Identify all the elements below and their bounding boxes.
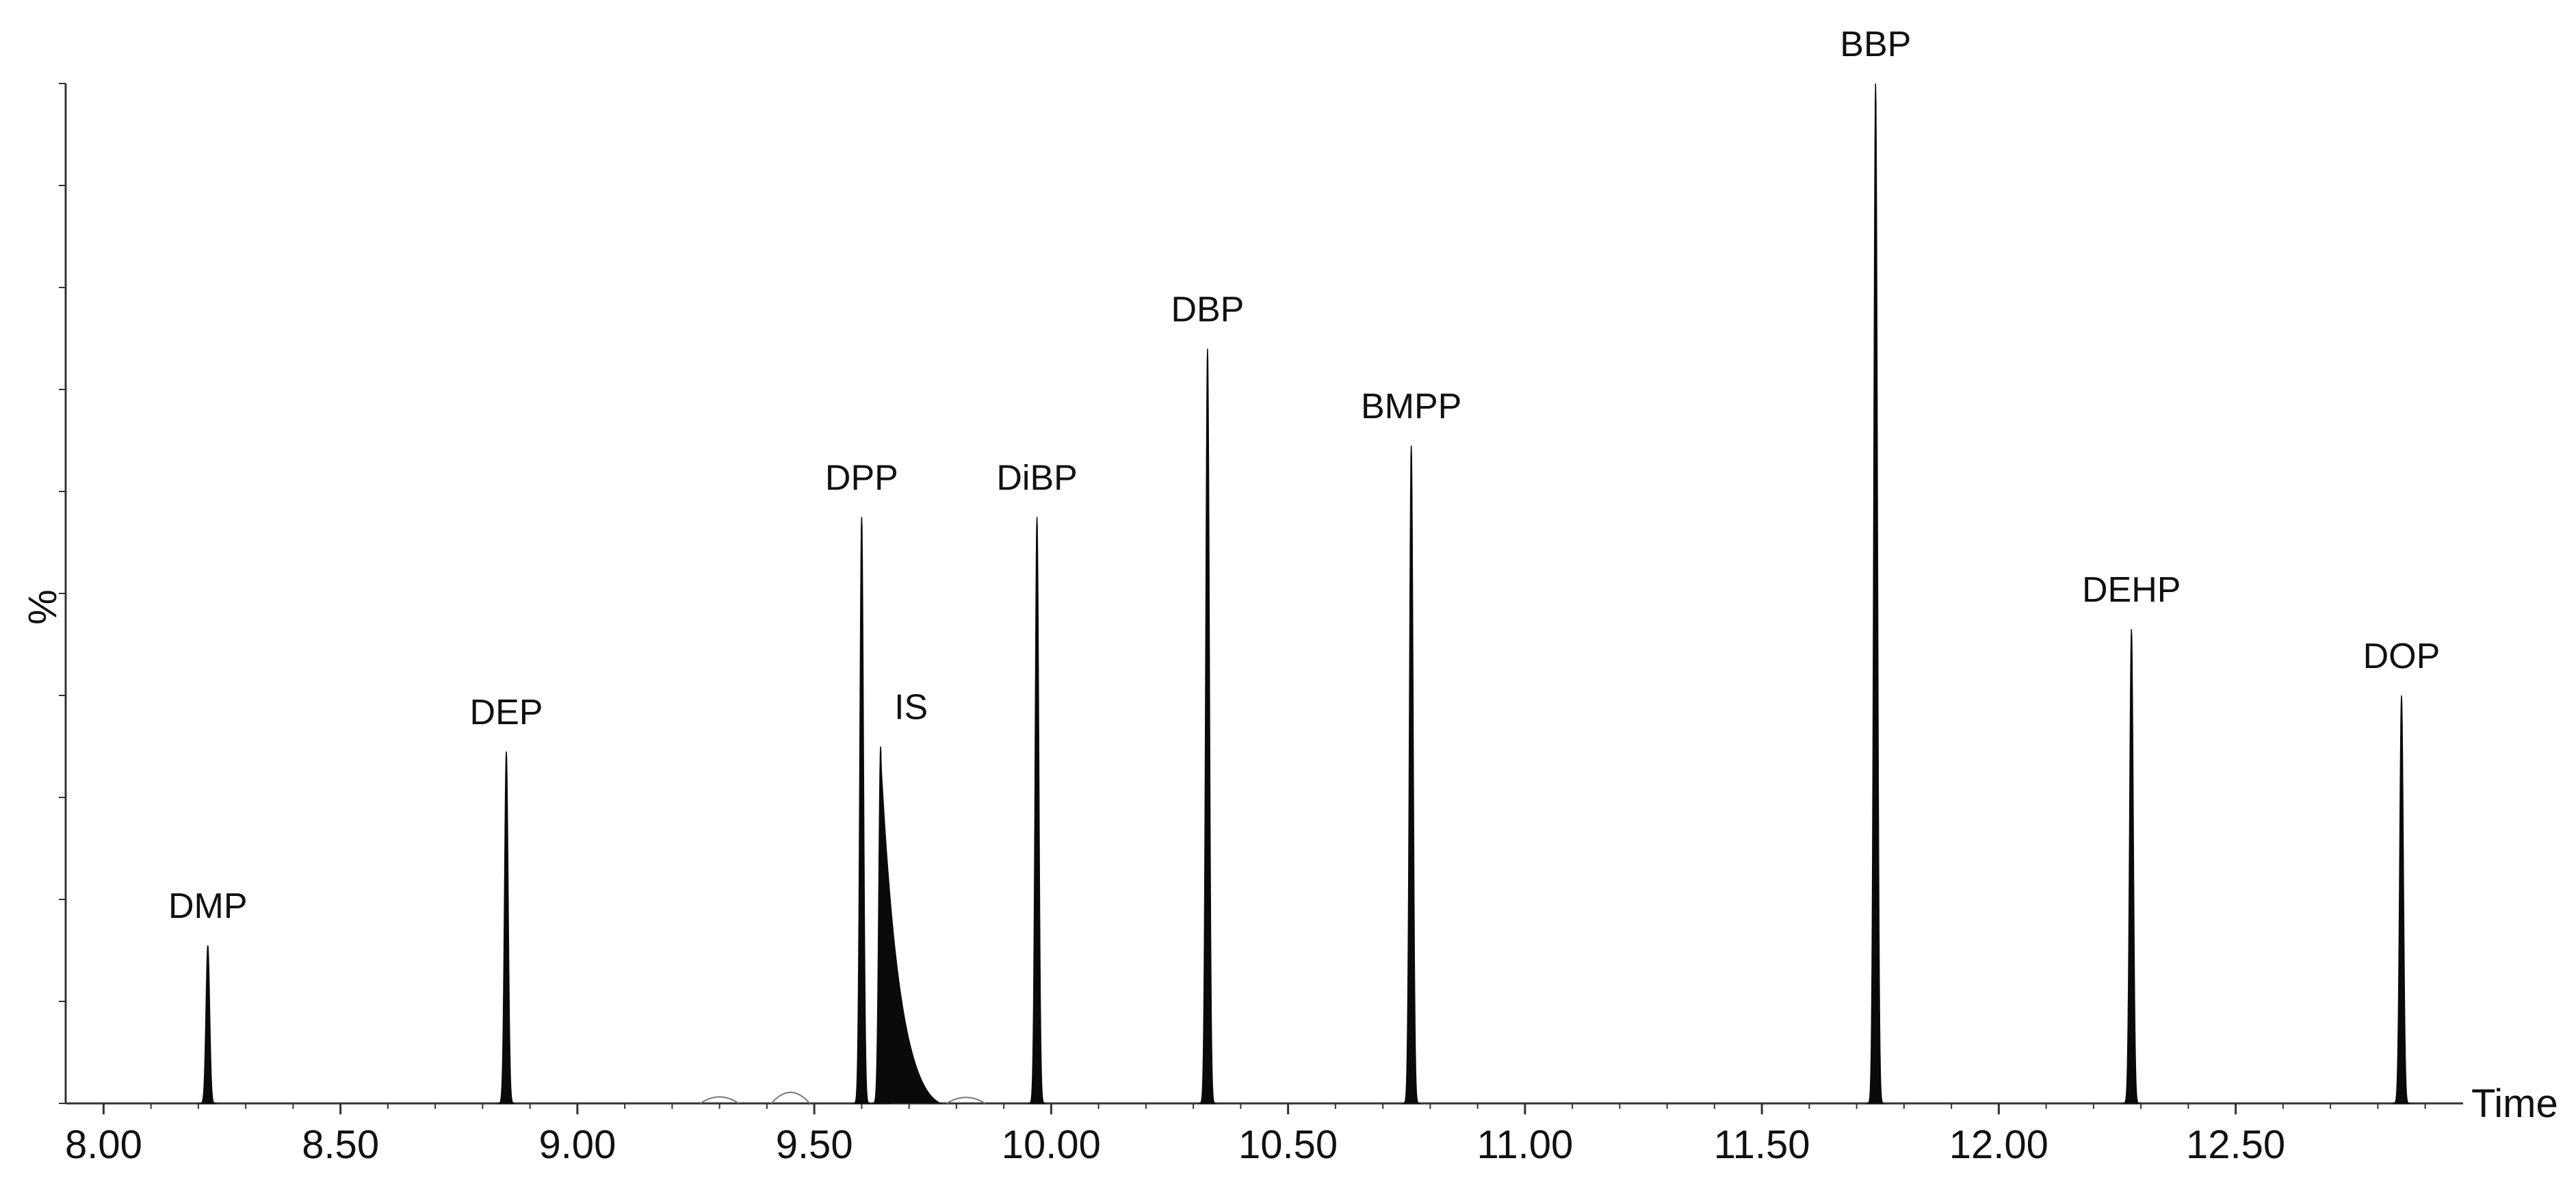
peak-label-dmp: DMP <box>168 886 248 926</box>
y-axis-title: % <box>21 589 65 625</box>
peak-label-dbp: DBP <box>1171 290 1244 329</box>
peak-dpp <box>853 517 871 1104</box>
peak-label-dop: DOP <box>2363 637 2441 676</box>
peak-dehp <box>2122 629 2141 1104</box>
minor-peak <box>700 1096 740 1104</box>
x-tick-label: 8.50 <box>302 1123 379 1167</box>
x-tick-label: 9.50 <box>776 1123 853 1167</box>
x-tick-label: 9.00 <box>538 1123 616 1167</box>
x-ticks-layer: 8.00 8.50 9.00 9.50 10.00 10.50 11.00 11.50 12.0… <box>65 1103 2426 1167</box>
peak-bbp <box>1866 83 1885 1104</box>
minor-peaks-layer <box>700 1092 986 1104</box>
x-tick-label: 12.00 <box>1949 1123 2048 1167</box>
peak-label-bbp: BBP <box>1840 25 1911 64</box>
peaks-layer <box>198 83 2410 1104</box>
x-tick-label: 10.50 <box>1238 1123 1338 1167</box>
peak-label-dpp: DPP <box>825 458 898 498</box>
peak-labels-layer: DMP DEP DPP IS DiBP DBP BMPP BBP DEHP DOP <box>168 25 2440 926</box>
y-ticks-layer <box>59 83 66 1104</box>
peak-dmp <box>198 945 217 1104</box>
peak-bmpp <box>1402 445 1420 1104</box>
x-tick-label: 12.50 <box>2186 1123 2285 1167</box>
peak-dep <box>497 751 515 1104</box>
peak-label-dep: DEP <box>470 693 543 732</box>
peak-dbp <box>1199 348 1217 1104</box>
x-tick-label: 11.50 <box>1714 1123 1810 1167</box>
peak-label-dehp: DEHP <box>2082 570 2181 610</box>
x-tick-label: 11.00 <box>1476 1123 1573 1167</box>
peak-dop <box>2393 695 2410 1104</box>
peak-label-bmpp: BMPP <box>1361 387 1461 426</box>
minor-peak <box>770 1092 811 1104</box>
peak-dibp <box>1028 517 1046 1104</box>
peak-label-is: IS <box>894 688 928 728</box>
x-axis-title: Time <box>2471 1081 2558 1126</box>
x-tick-label: 10.00 <box>1002 1123 1101 1167</box>
minor-peak <box>946 1097 986 1104</box>
peak-is-tail <box>881 746 943 1103</box>
axes-layer: Time % <box>21 84 2558 1126</box>
x-tick-label: 8.00 <box>65 1123 142 1167</box>
peak-label-dibp: DiBP <box>996 458 1077 498</box>
